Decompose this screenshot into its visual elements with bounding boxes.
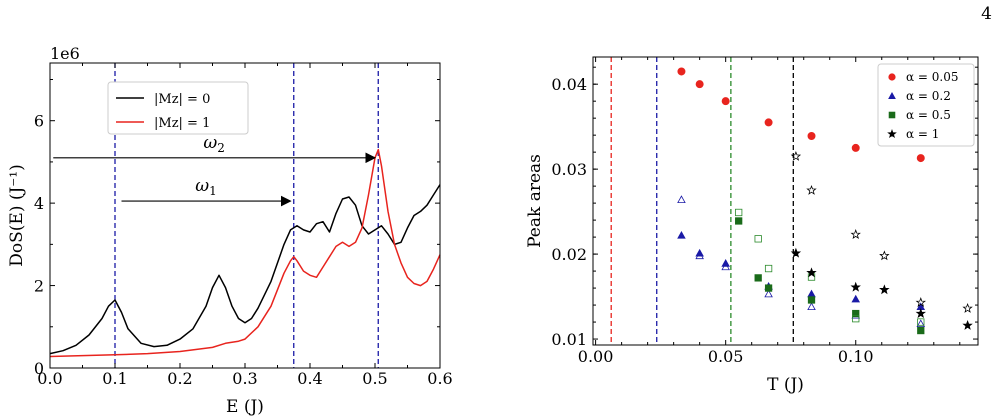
y-offset-text: 1e6	[50, 44, 80, 63]
data-point-4	[764, 264, 773, 273]
data-point-2	[721, 262, 730, 271]
x-tick-label: 0.6	[427, 369, 452, 388]
x-tick-label: 0.4	[297, 369, 322, 388]
data-point-6	[850, 229, 861, 240]
y-tick-label: 6	[34, 112, 44, 131]
x-tick-label: 0.00	[578, 347, 614, 366]
page-number: 4	[981, 4, 992, 24]
plot-frame	[592, 56, 979, 346]
data-point-6	[962, 302, 973, 313]
data-point-5	[850, 281, 861, 292]
x-axis-label: E (J)	[226, 397, 264, 417]
x-tick-label: 0.3	[232, 369, 257, 388]
data-point-1	[677, 230, 686, 239]
legend-label-3: α = 1	[906, 127, 939, 141]
y-tick-label: 2	[34, 277, 44, 296]
annotation-label-1: ω1	[195, 176, 217, 198]
data-point-2	[695, 251, 704, 260]
data-point-0	[807, 132, 816, 141]
x-tick-label: 0.0	[37, 369, 62, 388]
x-axis-label: T (J)	[767, 375, 804, 395]
legend-marker-3	[887, 129, 897, 139]
series-line-1	[49, 148, 441, 358]
data-point-6	[915, 297, 927, 307]
data-point-3	[852, 309, 860, 318]
x-tick-label: 0.1	[102, 369, 127, 388]
data-point-5	[790, 247, 802, 258]
y-tick-label: 0.04	[551, 75, 587, 94]
legend-label-0: |Mz| = 0	[154, 92, 210, 107]
y-tick-label: 0.01	[551, 330, 587, 349]
data-point-2	[764, 289, 773, 298]
legend-box	[107, 81, 249, 135]
data-point-1	[807, 289, 816, 298]
x-tick-label: 0.10	[838, 347, 874, 366]
x-tick-label: 0.2	[167, 369, 192, 388]
data-point-0	[764, 118, 773, 127]
data-point-4	[917, 318, 925, 326]
data-point-2	[807, 302, 816, 311]
data-point-4	[735, 208, 743, 217]
data-point-6	[790, 151, 802, 161]
x-tick-label: 0.5	[362, 369, 387, 388]
legend-label-1: α = 0.2	[906, 89, 951, 103]
data-point-0	[916, 154, 925, 163]
data-point-4	[852, 315, 860, 323]
data-point-0	[721, 97, 730, 106]
data-point-4	[754, 235, 762, 243]
data-point-3	[764, 284, 773, 292]
y-tick-label: 0	[34, 359, 44, 378]
legend-marker-0	[888, 73, 896, 81]
legend-box	[877, 63, 975, 147]
annotation-label-0: ω2	[203, 133, 225, 155]
legend-marker-1	[888, 91, 896, 99]
data-point-3	[917, 326, 925, 335]
data-point-3	[754, 274, 762, 282]
data-point-2	[916, 319, 926, 328]
data-point-5	[806, 267, 817, 278]
y-axis-label: DoS(E) (J⁻¹)	[7, 164, 27, 266]
data-point-3	[735, 217, 743, 225]
legend-label-2: α = 0.5	[906, 108, 951, 122]
y-tick-label: 0.03	[551, 160, 587, 179]
data-point-5	[962, 319, 973, 330]
data-point-0	[677, 67, 686, 76]
data-point-0	[695, 80, 704, 89]
data-point-6	[806, 184, 817, 195]
data-point-5	[879, 284, 890, 295]
data-point-2	[677, 195, 686, 204]
data-point-5	[915, 308, 927, 319]
x-tick-label: 0.05	[708, 347, 744, 366]
y-tick-label: 0.02	[551, 245, 587, 264]
data-point-6	[879, 250, 890, 261]
y-axis-label: Peak areas	[525, 154, 545, 248]
data-point-0	[851, 143, 860, 152]
legend-label-1: |Mz| = 1	[154, 116, 210, 131]
legend-label-0: α = 0.05	[906, 70, 959, 84]
data-point-3	[807, 296, 816, 304]
y-tick-label: 4	[34, 194, 44, 213]
data-point-1	[851, 294, 861, 303]
peak-area-chart: 0.00 0.05 0.10 0.01 0.02 0.03 0.04 T (J) Peak ar…	[525, 56, 979, 395]
legend-marker-2	[888, 111, 896, 119]
dos-chart: ω2 ω1 0.0 0.1 0.2 0.3 0.4 0.5 0.6 0 2 4 6 1e6 E (J) DoS…	[7, 44, 453, 417]
series-line-0	[49, 184, 441, 355]
